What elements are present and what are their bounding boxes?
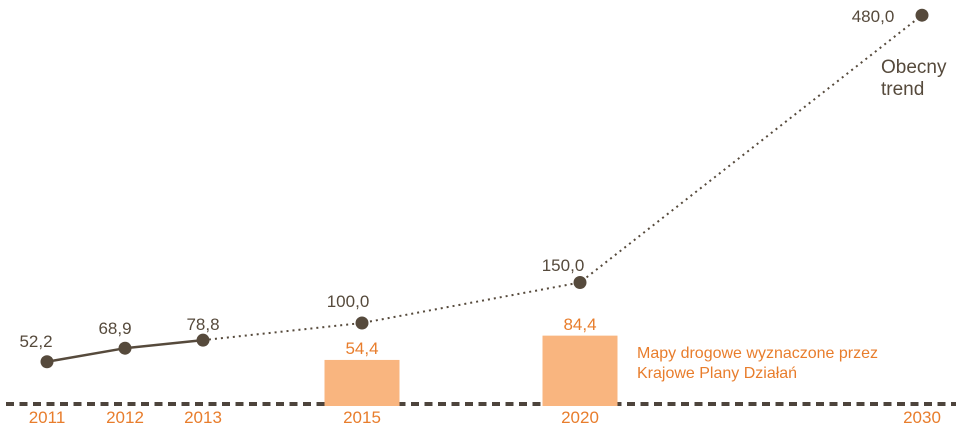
data-point-2030 [915,8,929,22]
data-point-2013 [196,333,210,347]
x-tick-label: 2020 [561,408,599,427]
bars-annotation-line1: Mapy drogowe wyznaczone przez [637,345,879,362]
point-value-label: 150,0 [541,255,585,275]
point-value-label: 100,0 [326,292,370,311]
bar-value-label: 54,4 [345,338,379,358]
data-point-2012 [118,341,132,355]
bar-2015 [324,359,400,406]
trend-line-dotted [202,14,923,342]
x-tick-label: 2013 [184,408,222,427]
x-tick-label: 2012 [106,408,144,427]
point-value-label: 68,9 [98,319,132,339]
point-value-label: 52,2 [19,331,53,351]
data-point-2015 [355,316,369,330]
data-point-2011 [40,355,54,369]
x-tick-label: 2011 [28,408,66,427]
bar-value-label: 84,4 [563,314,597,334]
bars-annotation-line2: Krajowe Plany Działań [637,365,798,382]
trend-annotation: Obecny trend [881,57,947,100]
bars-annotation: Mapy drogowe wyznaczone przez Krajowe Pl… [637,344,878,384]
bar-2020 [542,335,618,406]
x-tick-label: 2030 [903,408,941,427]
x-tick-label: 2015 [343,408,381,427]
point-value-label: 78,8 [186,315,220,335]
data-point-2020 [573,276,587,289]
point-value-label: 480,0 [851,7,895,27]
